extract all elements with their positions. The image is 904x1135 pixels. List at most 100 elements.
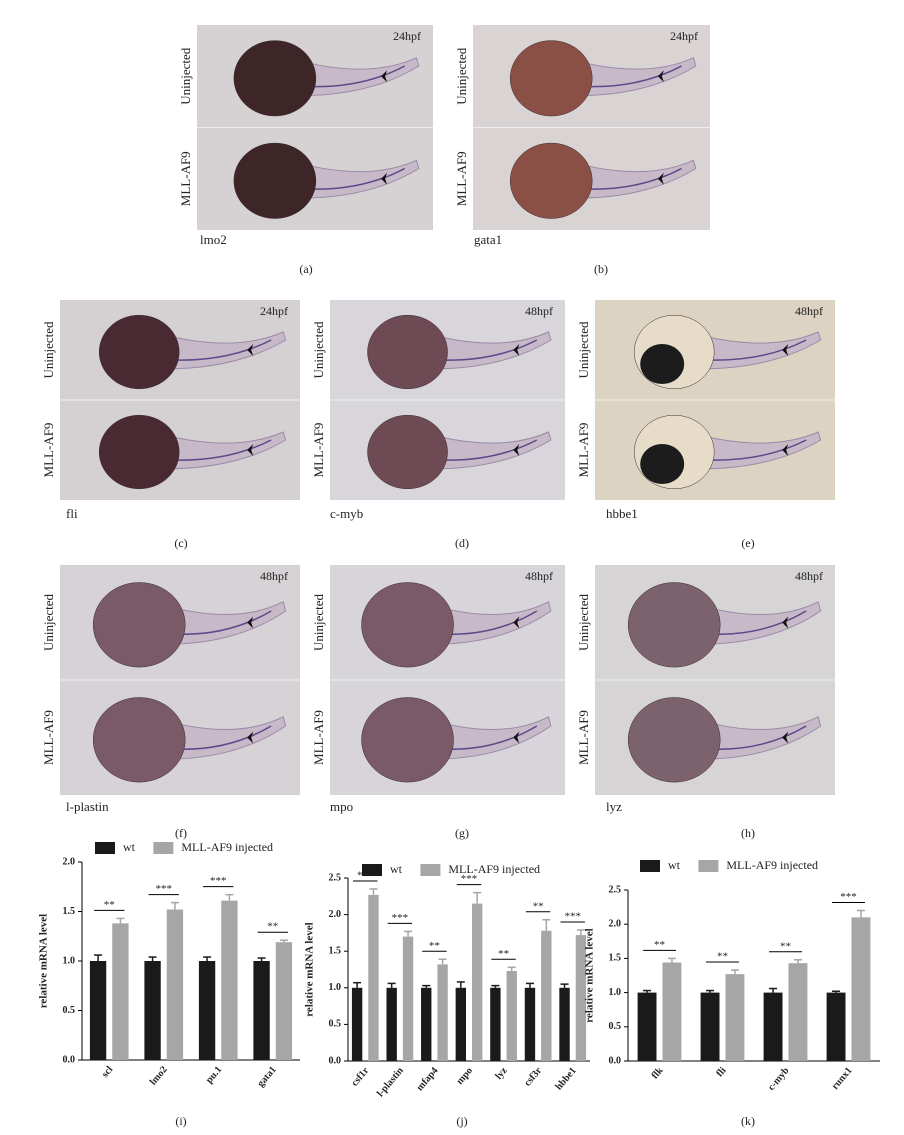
x-tick-label: l-plastin <box>375 1065 406 1099</box>
bar <box>221 900 238 1060</box>
embryo-yolk <box>509 142 593 219</box>
bar <box>662 962 682 1061</box>
bar <box>437 964 448 1061</box>
condition-label: Uninjected <box>178 47 193 105</box>
x-tick-label: fli <box>714 1065 728 1079</box>
panel-letter: (a) <box>299 262 312 276</box>
arrowhead <box>513 616 520 629</box>
panel-letter: (i) <box>175 1114 186 1128</box>
legend-label: wt <box>390 862 403 876</box>
significance-label: *** <box>392 912 409 924</box>
embryo-vessel <box>307 167 406 190</box>
legend-label: MLL-AF9 injected <box>448 862 540 876</box>
y-tick-label: 1.0 <box>329 982 342 993</box>
panel-letter: (g) <box>455 826 469 840</box>
stage-label: 24hpf <box>393 29 421 43</box>
stage-label: 48hpf <box>795 569 823 583</box>
embryo-vessel <box>444 725 538 750</box>
stage-label: 48hpf <box>260 569 288 583</box>
arrowhead <box>247 344 254 356</box>
bar <box>386 987 397 1061</box>
embryo-yolk <box>98 314 180 390</box>
embryo-yolk <box>361 582 454 668</box>
embryo-yolk <box>509 40 593 117</box>
condition-label: MLL-AF9 <box>41 710 56 765</box>
significance-label: *** <box>156 883 173 895</box>
significance-label: ** <box>780 940 791 952</box>
bar <box>275 942 293 1060</box>
bar <box>826 992 846 1061</box>
x-tick-label: mfap4 <box>415 1065 441 1093</box>
embryo-vessel <box>706 439 807 461</box>
y-axis-label: relative mRNA level <box>304 922 316 1017</box>
condition-label: MLL-AF9 <box>311 423 326 478</box>
condition-label: Uninjected <box>454 47 469 105</box>
y-tick-label: 1.0 <box>63 955 76 966</box>
arrowhead <box>657 172 664 185</box>
x-tick-label: scl <box>100 1064 116 1080</box>
embryo-patch <box>640 444 685 484</box>
gene-label: hbbe1 <box>606 506 638 521</box>
embryo-vessel <box>706 339 807 361</box>
bar <box>351 987 363 1061</box>
x-tick-label: csf1r <box>349 1065 371 1089</box>
bar <box>472 903 483 1061</box>
bar <box>253 961 270 1060</box>
bar <box>637 992 657 1061</box>
y-tick-label: 0.5 <box>329 1019 342 1030</box>
stage-label: 48hpf <box>795 304 823 318</box>
x-tick-label: mpo <box>454 1065 475 1087</box>
bar <box>112 923 129 1060</box>
arrowhead <box>782 344 789 356</box>
arrowhead <box>247 616 254 629</box>
significance-label: *** <box>210 875 227 887</box>
gene-label: lmo2 <box>200 232 227 247</box>
embryo-yolk <box>98 414 180 490</box>
legend-swatch <box>698 860 719 872</box>
arrowhead <box>247 731 254 744</box>
condition-label: Uninjected <box>311 321 326 379</box>
arrowhead <box>513 444 520 456</box>
legend-label: wt <box>123 840 136 854</box>
y-tick-label: 1.5 <box>609 953 622 964</box>
condition-label: MLL-AF9 <box>311 710 326 765</box>
y-tick-label: 1.5 <box>329 945 342 956</box>
embryo-yolk <box>627 697 721 783</box>
embryo-vessel <box>175 725 272 750</box>
embryo-vessel <box>710 725 807 750</box>
embryo-vessel <box>171 339 272 361</box>
x-tick-label: gata1 <box>255 1064 278 1089</box>
embryo-vessel <box>171 439 272 461</box>
significance-label: *** <box>564 911 581 923</box>
panel-letter: (c) <box>174 536 187 550</box>
condition-label: Uninjected <box>311 593 326 651</box>
panel-letter: (k) <box>741 1114 755 1128</box>
stage-label: 24hpf <box>260 304 288 318</box>
y-tick-label: 2.5 <box>609 884 622 895</box>
significance-label: ** <box>429 940 440 952</box>
bar <box>851 917 871 1061</box>
x-tick-label: runx1 <box>830 1065 855 1092</box>
bar <box>368 894 379 1061</box>
condition-label: MLL-AF9 <box>576 423 591 478</box>
x-tick-label: c-myb <box>766 1065 792 1093</box>
panel-letter: (f) <box>175 826 187 840</box>
arrowhead <box>247 444 254 456</box>
bar <box>144 961 161 1060</box>
embryo-vessel <box>439 439 538 461</box>
bar <box>89 961 107 1060</box>
arrowhead <box>513 344 520 356</box>
arrowhead <box>782 444 789 456</box>
y-tick-label: 0.0 <box>609 1055 622 1066</box>
embryo-yolk <box>233 40 317 117</box>
x-tick-label: hbbe1 <box>554 1065 579 1092</box>
y-tick-label: 2.0 <box>609 918 622 929</box>
condition-label: MLL-AF9 <box>454 151 469 206</box>
bar <box>506 970 517 1061</box>
legend-swatch <box>95 842 115 854</box>
embryo-vessel <box>307 65 406 88</box>
gene-label: l-plastin <box>66 799 109 814</box>
x-tick-label: lmo2 <box>148 1064 170 1087</box>
condition-label: Uninjected <box>576 593 591 651</box>
